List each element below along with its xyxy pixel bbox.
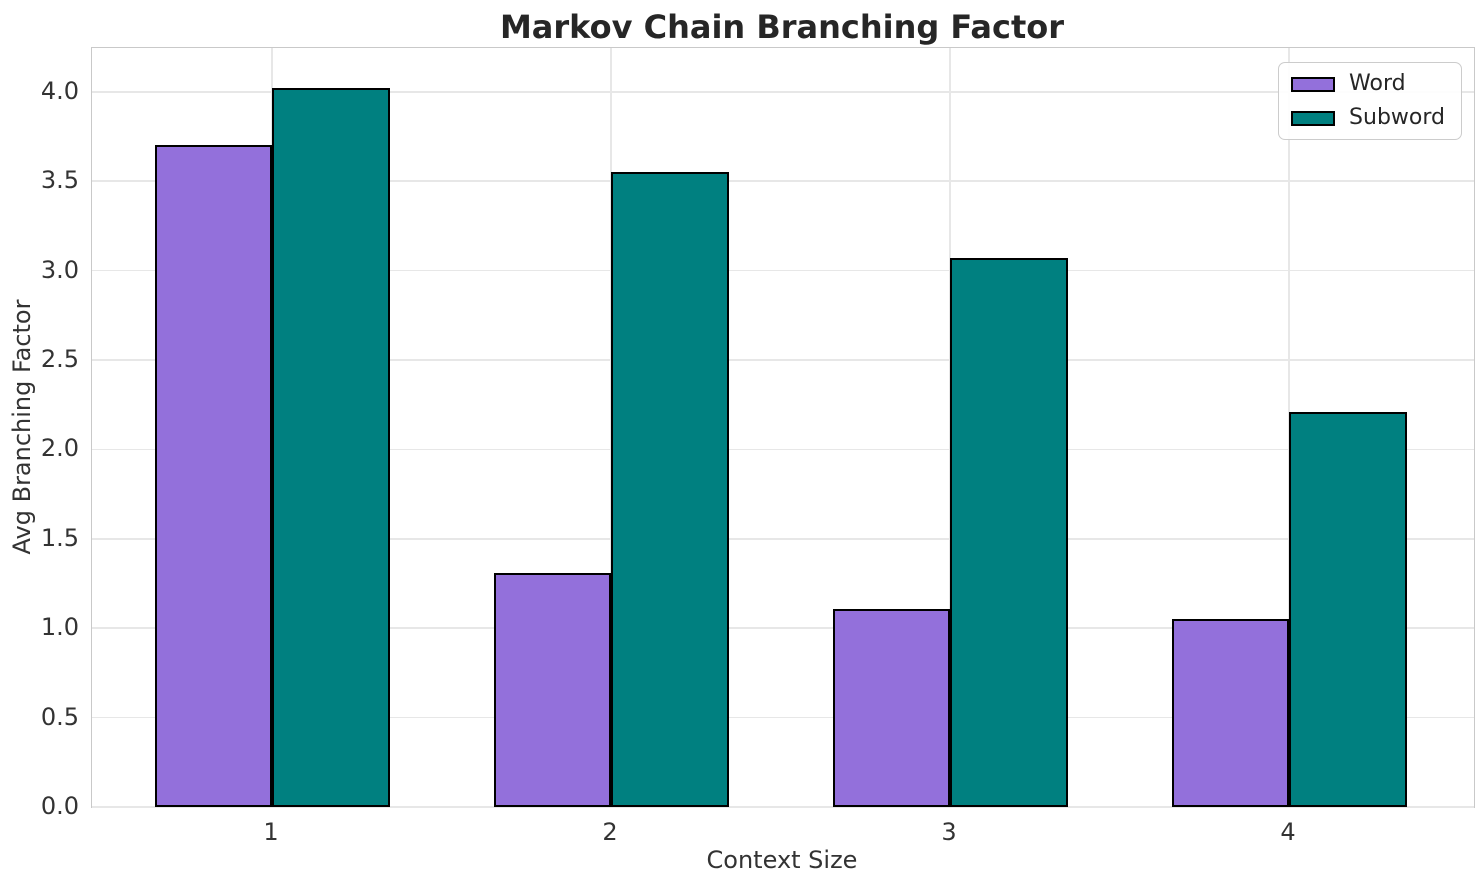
bar-word-4 xyxy=(1171,619,1289,807)
y-tick-label: 2.0 xyxy=(40,434,79,463)
legend-entry-subword: Subword xyxy=(1291,106,1445,130)
y-tick-label: 0.0 xyxy=(40,792,79,820)
y-axis-label: Avg Branching Factor xyxy=(8,299,36,555)
x-tick-label: 3 xyxy=(941,818,957,846)
h-gridline xyxy=(92,538,1474,540)
legend-entry-word: Word xyxy=(1291,72,1445,96)
legend-swatch-subword xyxy=(1291,110,1336,126)
legend-label: Subword xyxy=(1349,105,1445,130)
h-gridline xyxy=(92,359,1474,361)
h-gridline xyxy=(92,91,1474,93)
x-tick-label: 4 xyxy=(1280,818,1296,846)
x-axis-label: Context Size xyxy=(706,846,858,874)
y-tick-label: 3.5 xyxy=(40,166,79,195)
h-gridline xyxy=(92,806,1474,808)
x-tick-label: 1 xyxy=(263,818,279,846)
bar-subword-4 xyxy=(1289,411,1407,807)
plot-area: Word Subword xyxy=(91,47,1475,808)
y-tick-label: 2.5 xyxy=(40,345,79,373)
legend: Word Subword xyxy=(1278,62,1462,140)
y-tick-label: 0.5 xyxy=(40,702,79,731)
bar-word-2 xyxy=(493,572,611,807)
x-tick-label: 2 xyxy=(602,818,618,846)
bar-subword-1 xyxy=(272,88,390,807)
chart-title: Markov Chain Branching Factor xyxy=(499,8,1065,46)
bar-subword-3 xyxy=(950,258,1068,807)
h-gridline xyxy=(92,627,1474,629)
legend-swatch-word xyxy=(1291,76,1336,92)
y-tick-label: 1.5 xyxy=(40,523,79,552)
h-gridline xyxy=(92,269,1474,272)
bar-subword-2 xyxy=(611,172,729,807)
bar-word-1 xyxy=(154,145,272,807)
y-tick-label: 1.0 xyxy=(40,613,79,642)
h-gridline xyxy=(92,180,1474,182)
y-tick-label: 4.0 xyxy=(40,76,79,105)
legend-label: Word xyxy=(1349,71,1406,96)
y-tick-label: 3.0 xyxy=(40,255,79,284)
h-gridline xyxy=(92,448,1474,451)
bar-word-3 xyxy=(832,608,950,807)
h-gridline xyxy=(92,716,1474,719)
